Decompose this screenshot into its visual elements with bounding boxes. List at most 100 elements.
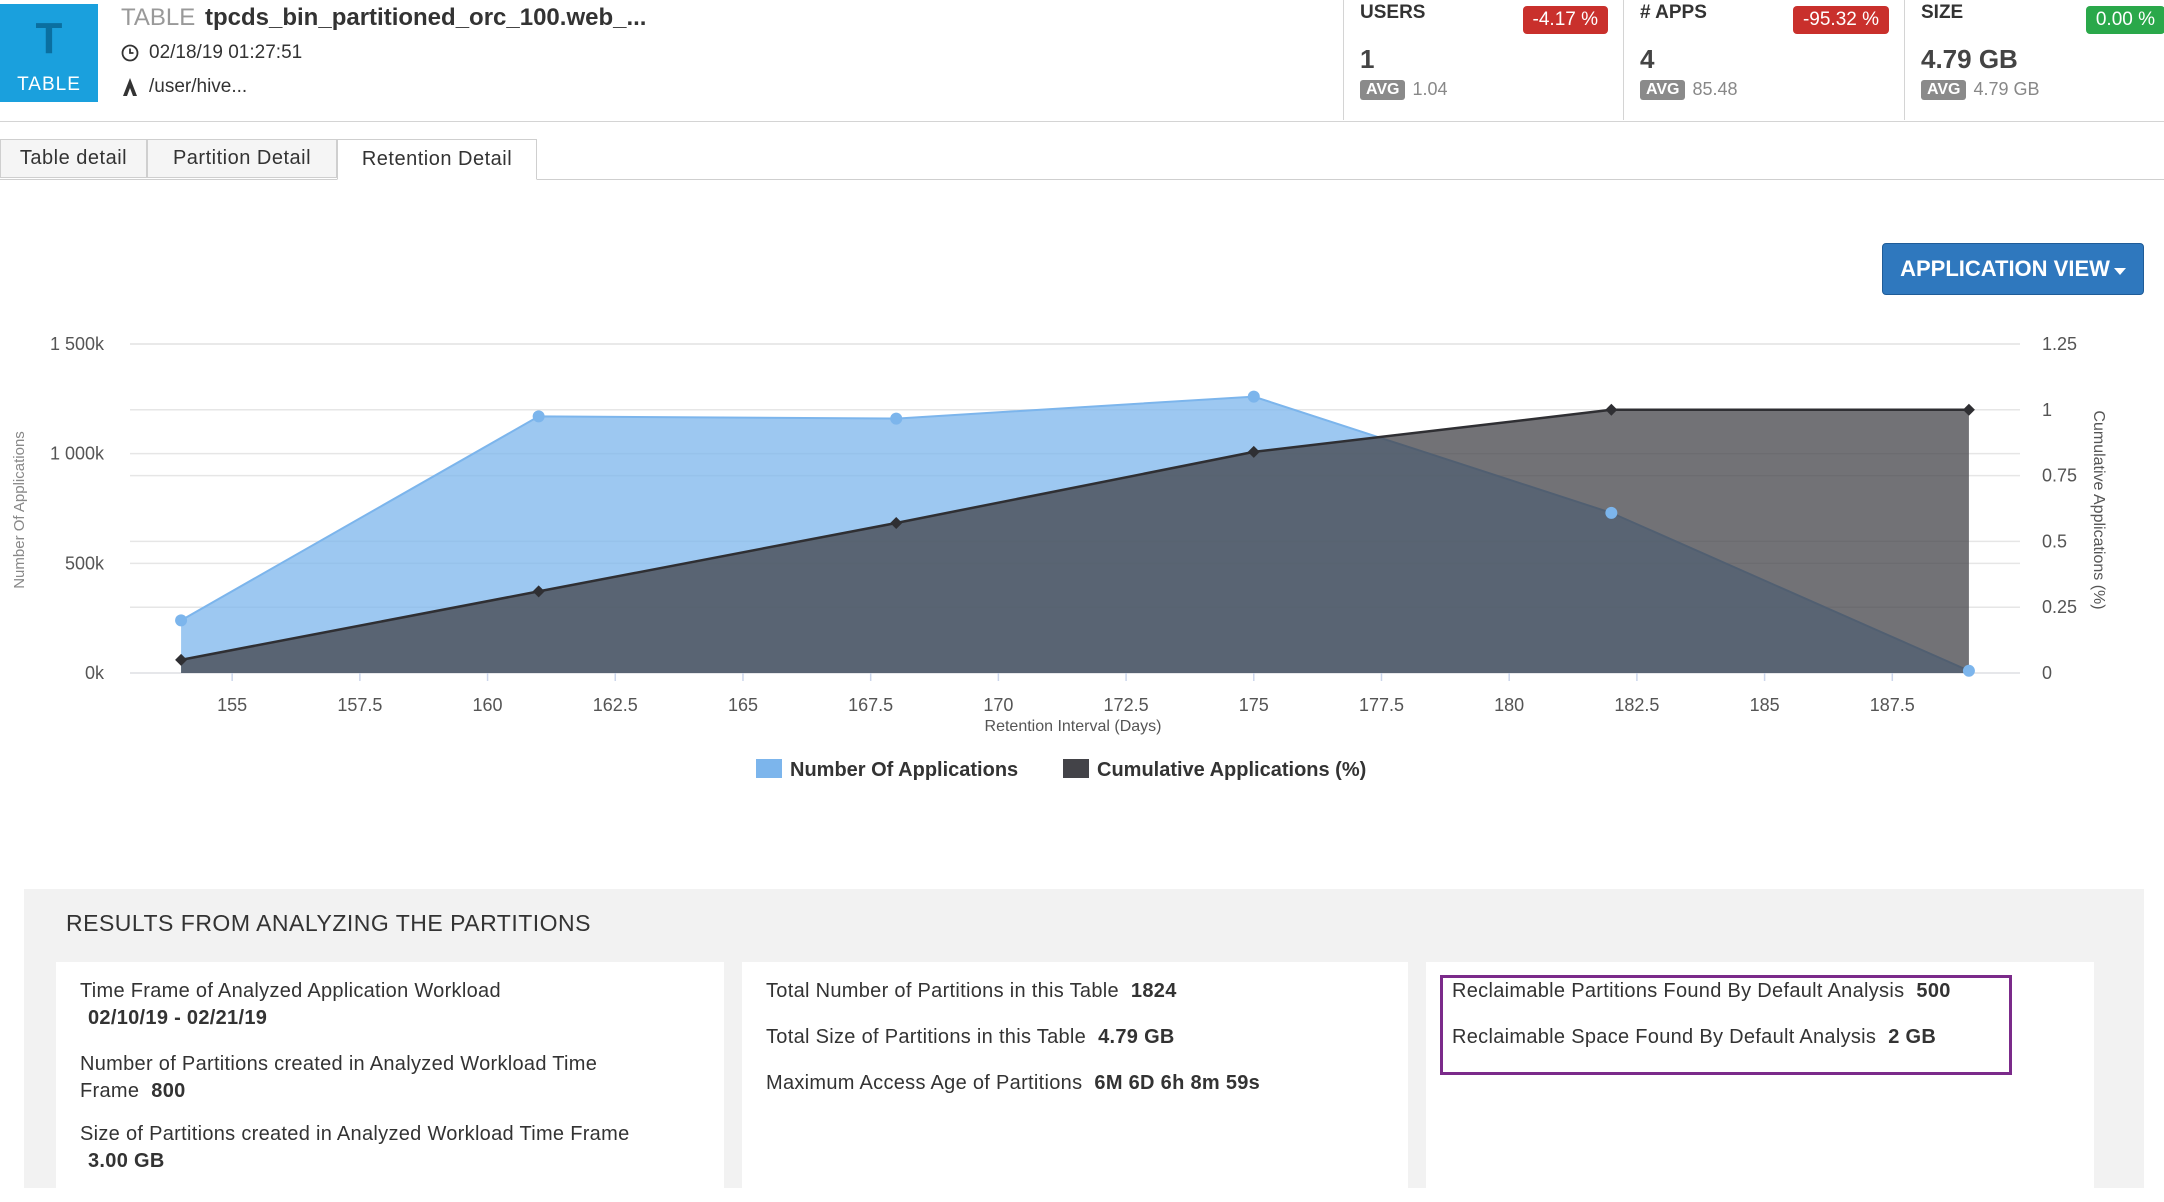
y-right-tick-label: 0.25: [2042, 597, 2077, 617]
owner-row: /user/hive...: [121, 76, 247, 98]
point-number-of-applications: [1605, 506, 1618, 519]
reclaimable-partitions-row: Reclaimable Partitions Found By Default …: [1452, 978, 1951, 1005]
application-view-dropdown-button[interactable]: APPLICATION VIEW: [1882, 243, 2144, 295]
reclaimable-partitions-value: 500: [1916, 980, 1951, 1002]
y-right-tick-label: 1: [2042, 400, 2052, 420]
metric-average: AVG 1.04: [1360, 79, 1448, 100]
point-cumulative-applications: [890, 516, 903, 529]
y-right-tick-label: 0: [2042, 663, 2052, 683]
entity-type-label: TABLE: [121, 4, 196, 31]
max-age-value: 6M 6D 6h 8m 59s: [1094, 1072, 1261, 1094]
size-created-label: Size of Partitions created in Analyzed W…: [80, 1123, 630, 1145]
table-header: T TABLE TABLE tpcds_bin_partitioned_orc_…: [0, 0, 2164, 122]
badge-label: TABLE: [17, 74, 81, 95]
total-size-row: Total Size of Partitions in this Table 4.…: [766, 1024, 1175, 1051]
reclaimable-partitions-label: Reclaimable Partitions Found By Default …: [1452, 980, 1905, 1002]
x-axis-label: Retention Interval (Days): [985, 718, 1162, 735]
point-number-of-applications: [532, 410, 545, 423]
reclaimable-space-row: Reclaimable Space Found By Default Analy…: [1452, 1024, 1936, 1051]
table-name[interactable]: tpcds_bin_partitioned_orc_100.web_...: [205, 4, 647, 31]
x-tick-label: 172.5: [1104, 695, 1149, 715]
metric-label: # APPS: [1640, 2, 1707, 23]
x-tick-label: 185: [1750, 695, 1780, 715]
detail-tabs: Table detail Partition Detail Retention …: [0, 139, 2164, 180]
x-tick-label: 162.5: [593, 695, 638, 715]
table-type-badge: T TABLE: [0, 4, 98, 102]
tab-partition-detail[interactable]: Partition Detail: [147, 139, 337, 178]
clock-icon: [121, 44, 139, 62]
workload-card: Time Frame of Analyzed Application Workl…: [56, 962, 724, 1202]
retention-chart: 0k 500k 1 000k 1 500k 0 0.25 0.5 0.75 1 1.25 155 15…: [11, 334, 2107, 781]
point-number-of-applications: [1247, 390, 1260, 403]
x-tick-label: 167.5: [848, 695, 893, 715]
y-axis-right-label: Cumulative Applications (%): [2090, 410, 2107, 609]
reclaimable-space-value: 2 GB: [1888, 1026, 1937, 1048]
metric-apps: # APPS -95.32 % 4 AVG 85.48: [1623, 0, 1905, 120]
point-cumulative-applications: [1247, 445, 1260, 458]
avg-value: 4.79 GB: [1973, 79, 2040, 99]
metric-label: SIZE: [1921, 2, 1964, 23]
legend-label: Cumulative Applications (%): [1097, 759, 1366, 781]
y-right-tick-label: 0.75: [2042, 466, 2077, 486]
x-tick-label: 175: [1239, 695, 1269, 715]
metric-value: 4.79 GB: [1921, 44, 2018, 74]
point-cumulative-applications: [532, 585, 545, 598]
view-button-label: APPLICATION VIEW: [1900, 256, 2110, 281]
badge-letter: T: [35, 14, 63, 63]
time-frame-label: Time Frame of Analyzed Application Workl…: [80, 980, 501, 1002]
x-tick-label: 187.5: [1870, 695, 1915, 715]
chart-series: [180, 395, 1970, 673]
x-tick-label: 155: [217, 695, 247, 715]
timestamp: 02/18/19 01:27:51: [149, 42, 303, 63]
x-tick-label: 165: [728, 695, 758, 715]
legend-item-cumulative-applications[interactable]: Cumulative Applications (%): [1063, 759, 1366, 781]
legend-item-number-of-applications[interactable]: Number Of Applications: [756, 759, 1018, 781]
y-right-tick-label: 1.25: [2042, 334, 2077, 354]
user-icon: [123, 78, 137, 96]
total-size-label: Total Size of Partitions in this Table: [766, 1026, 1087, 1048]
timestamp-row: 02/18/19 01:27:51: [121, 42, 302, 64]
avg-tag: AVG: [1360, 79, 1406, 100]
avg-tag: AVG: [1921, 79, 1967, 100]
total-partitions-row: Total Number of Partitions in this Table…: [766, 978, 1177, 1005]
y-left-tick-label: 1 000k: [50, 444, 105, 464]
time-frame-value: 02/10/19 - 02/21/19: [88, 1007, 268, 1029]
x-tick-label: 180: [1494, 695, 1524, 715]
partitions-created-label-cont: Frame: [80, 1080, 140, 1102]
avg-tag: AVG: [1640, 79, 1686, 100]
point-number-of-applications: [1962, 664, 1975, 677]
x-tick-label: 177.5: [1359, 695, 1404, 715]
y-axis-left-label: Number Of Applications: [11, 431, 28, 589]
chart-legend: Number Of Applications Cumulative Applic…: [756, 759, 1366, 781]
x-tick-label: 157.5: [337, 695, 382, 715]
metric-size: SIZE 0.00 % 4.79 GB AVG 4.79 GB: [1904, 0, 2164, 120]
point-cumulative-applications: [175, 653, 188, 666]
series-area-cumulative-applications: [181, 409, 1969, 673]
chart-axes: 0k 500k 1 000k 1 500k 0 0.25 0.5 0.75 1 1.25 155 15…: [50, 334, 2077, 715]
y-right-tick-label: 0.5: [2042, 531, 2067, 551]
chart-markers: [175, 390, 1975, 677]
tab-table-detail[interactable]: Table detail: [0, 139, 147, 178]
metric-change-badge: -4.17 %: [1522, 6, 1608, 34]
reclaimable-space-label: Reclaimable Space Found By Default Analy…: [1452, 1026, 1877, 1048]
partitions-created-value: 800: [151, 1080, 186, 1102]
x-tick-label: 170: [983, 695, 1013, 715]
legend-label: Number Of Applications: [790, 759, 1018, 781]
table-totals-card: Total Number of Partitions in this Table…: [742, 962, 1408, 1202]
point-number-of-applications: [890, 412, 903, 425]
avg-value: 85.48: [1692, 79, 1738, 99]
point-number-of-applications: [175, 614, 188, 627]
series-line-cumulative-applications: [180, 408, 1969, 662]
metric-average: AVG 4.79 GB: [1921, 79, 2040, 100]
tab-retention-detail[interactable]: Retention Detail: [337, 139, 537, 180]
partitions-created-label: Number of Partitions created in Analyzed…: [80, 1053, 598, 1075]
avg-value: 1.04: [1412, 79, 1448, 99]
point-cumulative-applications: [1605, 403, 1618, 416]
x-tick-label: 182.5: [1614, 695, 1659, 715]
partitions-created-row: Frame 800: [80, 1078, 186, 1105]
metric-users: USERS -4.17 % 1 AVG 1.04: [1343, 0, 1624, 120]
max-age-label: Maximum Access Age of Partitions: [766, 1072, 1083, 1094]
metric-value: 1: [1360, 44, 1375, 74]
total-partitions-value: 1824: [1130, 980, 1177, 1002]
total-size-value: 4.79 GB: [1098, 1026, 1175, 1048]
